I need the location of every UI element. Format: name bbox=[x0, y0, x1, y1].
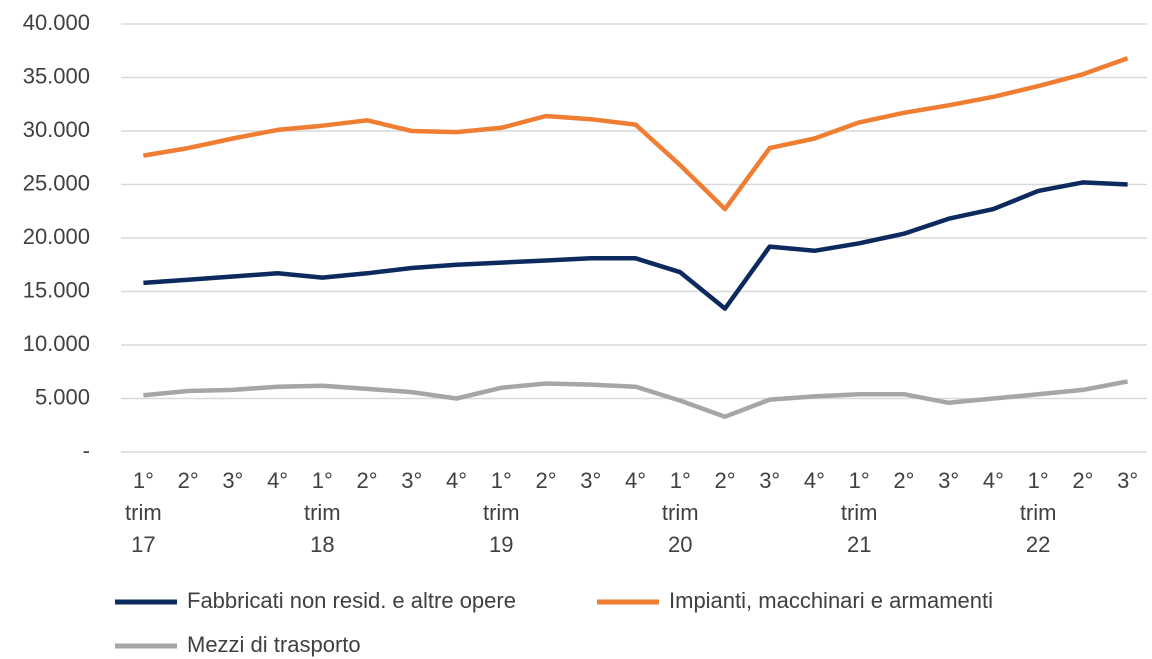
x-tick-label: 1° bbox=[491, 468, 512, 493]
x-tick-label: trim bbox=[125, 500, 162, 525]
y-tick-label: 30.000 bbox=[23, 117, 90, 142]
x-tick-label: 2° bbox=[1072, 468, 1093, 493]
legend-label: Fabbricati non resid. e altre opere bbox=[187, 588, 516, 613]
y-tick-label: 35.000 bbox=[23, 63, 90, 88]
x-tick-label: 1° bbox=[849, 468, 870, 493]
x-tick-label: trim bbox=[662, 500, 699, 525]
x-tick-label: 2° bbox=[893, 468, 914, 493]
y-tick-label: 10.000 bbox=[23, 331, 90, 356]
y-tick-label: 20.000 bbox=[23, 224, 90, 249]
x-tick-label: trim bbox=[841, 500, 878, 525]
x-tick-label: 22 bbox=[1026, 532, 1050, 557]
series-line bbox=[143, 180, 1128, 311]
y-tick-label: 40.000 bbox=[23, 10, 90, 35]
x-tick-label: 4° bbox=[983, 468, 1004, 493]
y-tick-label: - bbox=[83, 438, 90, 463]
x-tick-label: 3° bbox=[1117, 468, 1138, 493]
x-tick-label: 3° bbox=[580, 468, 601, 493]
x-tick-label: 3° bbox=[222, 468, 243, 493]
legend-label: Impianti, macchinari e armamenti bbox=[669, 588, 993, 613]
x-tick-label: 1° bbox=[133, 468, 154, 493]
x-tick-label: 4° bbox=[804, 468, 825, 493]
y-tick-label: 5.000 bbox=[35, 384, 90, 409]
x-tick-label: 2° bbox=[535, 468, 556, 493]
x-tick-label: trim bbox=[483, 500, 520, 525]
y-tick-label: 25.000 bbox=[23, 170, 90, 195]
x-tick-label: 1° bbox=[670, 468, 691, 493]
series-line bbox=[143, 379, 1129, 419]
x-tick-label: 2° bbox=[714, 468, 735, 493]
x-tick-label: 3° bbox=[938, 468, 959, 493]
x-tick-label: 18 bbox=[310, 532, 334, 557]
x-tick-label: 4° bbox=[625, 468, 646, 493]
x-tick-label: 20 bbox=[668, 532, 692, 557]
y-tick-label: 15.000 bbox=[23, 277, 90, 302]
x-tick-label: 21 bbox=[847, 532, 871, 557]
x-tick-label: 4° bbox=[267, 468, 288, 493]
x-tick-label: 17 bbox=[131, 532, 155, 557]
legend-label: Mezzi di trasporto bbox=[187, 632, 361, 657]
x-tick-label: 2° bbox=[178, 468, 199, 493]
series-line bbox=[143, 56, 1129, 212]
x-tick-label: 3° bbox=[401, 468, 422, 493]
x-tick-label: trim bbox=[1020, 500, 1057, 525]
x-tick-label: 1° bbox=[1028, 468, 1049, 493]
x-tick-label: 2° bbox=[357, 468, 378, 493]
x-tick-label: trim bbox=[304, 500, 341, 525]
x-tick-label: 3° bbox=[759, 468, 780, 493]
x-tick-label: 4° bbox=[446, 468, 467, 493]
x-tick-label: 1° bbox=[312, 468, 333, 493]
x-tick-label: 19 bbox=[489, 532, 513, 557]
